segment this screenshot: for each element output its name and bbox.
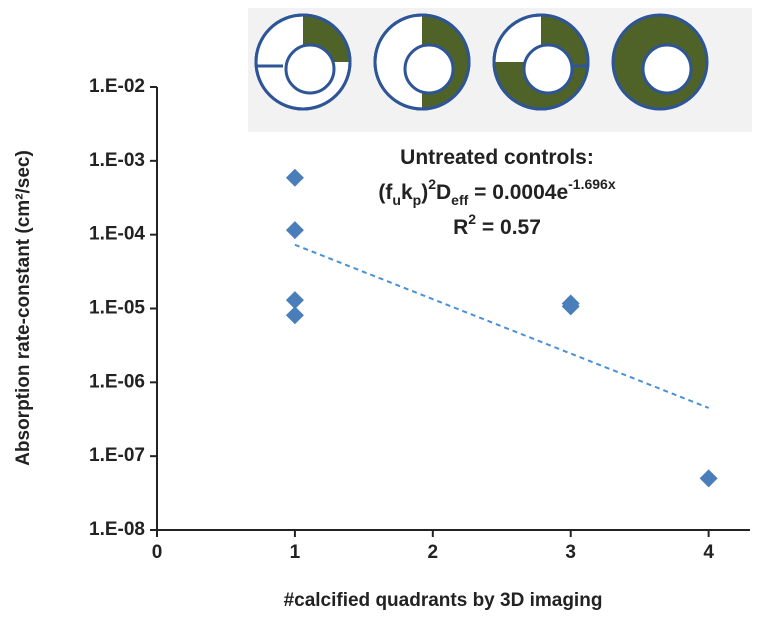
y-tick-label: 1.E-02 (89, 76, 145, 97)
ring-1 (254, 13, 352, 111)
annotation-text: 2 (468, 211, 476, 227)
y-tick-label: 1.E-06 (89, 371, 145, 392)
y-tick-label: 1.E-04 (89, 224, 145, 245)
data-point (285, 168, 304, 187)
x-tick-label: 2 (428, 542, 439, 563)
y-tick-label: 1.E-07 (89, 445, 145, 466)
y-axis-title: Absorption rate-constant (cm²/sec) (13, 150, 34, 466)
annotation-text: u (392, 192, 401, 208)
annotation-text: (f (378, 181, 393, 204)
annotation-text: = 0.57 (476, 216, 541, 239)
y-tick-label: 1.E-08 (89, 519, 145, 540)
ring-2 (373, 13, 471, 111)
annotation-text: 2 (428, 176, 436, 192)
annotation-line: (fukp)2Deff = 0.0004e-1.696x (378, 176, 615, 208)
data-point (285, 291, 304, 310)
x-tick-label: 4 (703, 542, 714, 563)
x-tick-label: 0 (152, 542, 163, 563)
annotation-text: Untreated controls: (400, 146, 594, 169)
ring-3 (492, 13, 590, 111)
y-tick-label: 1.E-03 (89, 150, 145, 171)
annotation-text: k (401, 181, 413, 204)
x-tick-label: 3 (565, 542, 576, 563)
annotation-text: p (413, 192, 422, 208)
annotation-text: = 0.0004e (468, 181, 568, 204)
data-point (285, 306, 304, 325)
trendline (294, 243, 709, 409)
annotation-text: -1.696x (568, 176, 616, 192)
ring-icons (248, 8, 752, 132)
annotation-line: R2 = 0.57 (453, 211, 541, 239)
data-point (561, 297, 580, 316)
annotation-text: D (436, 181, 451, 204)
data-point (285, 221, 304, 240)
ring-4 (611, 13, 709, 111)
annotation-text: R (453, 216, 468, 239)
y-tick-label: 1.E-05 (89, 298, 145, 319)
x-axis-title: #calcified quadrants by 3D imaging (284, 590, 603, 611)
annotation-text: ) (421, 181, 428, 204)
annotation-text: eff (451, 192, 468, 208)
data-point (699, 469, 718, 488)
annotation-line: Untreated controls: (400, 146, 594, 169)
x-tick-label: 1 (290, 542, 301, 563)
